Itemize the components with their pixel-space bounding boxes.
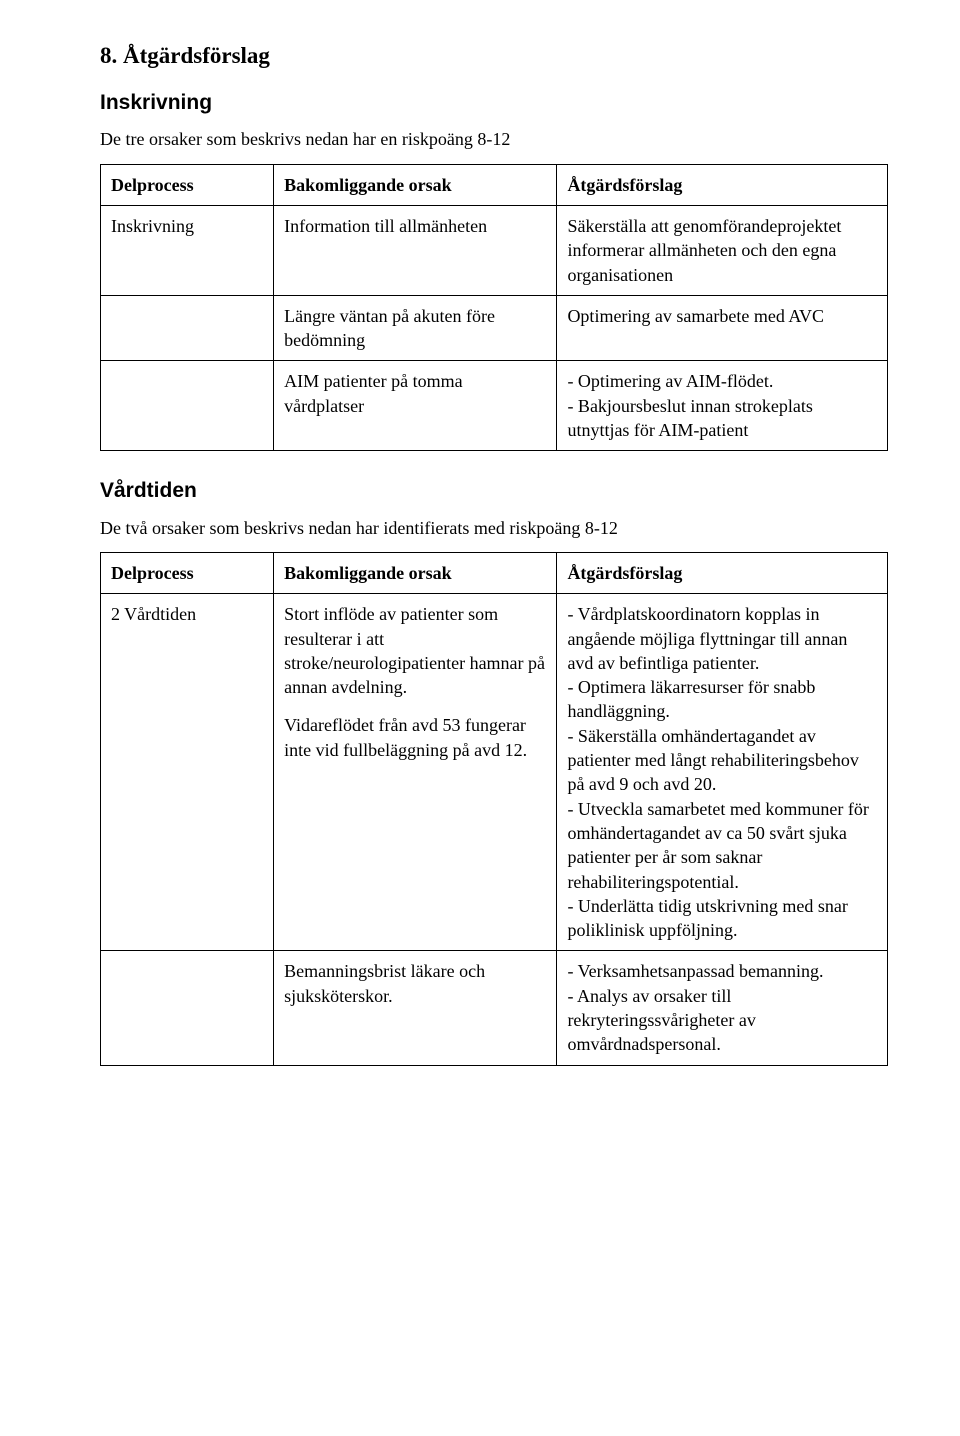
atgard-line: - Utveckla samarbetet med kommuner för o… [567,797,877,894]
col-header-delprocess: Delprocess [101,164,274,205]
col-header-atgard: Åtgärdsförslag [557,164,888,205]
table-header-row: Delprocess Bakomliggande orsak Åtgärdsfö… [101,553,888,594]
atgard-line: - Optimera läkarresurser för snabb handl… [567,675,877,724]
table-row: Längre väntan på akuten före bedömning O… [101,295,888,361]
cell-delprocess: 2 Vårdtiden [101,594,274,951]
cell-orsak: Bemanningsbrist läkare och sjukskötersko… [274,951,557,1065]
table-row: Inskrivning Information till allmänheten… [101,205,888,295]
col-header-delprocess: Delprocess [101,553,274,594]
col-header-orsak: Bakomliggande orsak [274,164,557,205]
cell-orsak: AIM patienter på tomma vårdplatser [274,361,557,451]
cell-atgard: - Optimering av AIM-flödet. - Bakjoursbe… [557,361,888,451]
inskrivning-intro: De tre orsaker som beskrivs nedan har en… [100,127,888,151]
cell-delprocess: Inskrivning [101,205,274,295]
table-row: AIM patienter på tomma vårdplatser - Opt… [101,361,888,451]
cell-atgard: - Vårdplatskoordinatorn kopplas in angåe… [557,594,888,951]
col-header-orsak: Bakomliggande orsak [274,553,557,594]
vardtiden-heading: Vårdtiden [100,477,888,505]
vardtiden-intro: De två orsaker som beskrivs nedan har id… [100,516,888,540]
cell-orsak: Information till allmänheten [274,205,557,295]
cell-atgard: - Verksamhetsanpassad bemanning. - Analy… [557,951,888,1065]
vardtiden-table: Delprocess Bakomliggande orsak Åtgärdsfö… [100,552,888,1066]
atgard-line: - Bakjoursbeslut innan strokeplats utnyt… [567,394,877,443]
atgard-line: - Vårdplatskoordinatorn kopplas in angåe… [567,602,877,675]
atgard-line: - Analys av orsaker till rekryteringssvå… [567,984,877,1057]
table-row: Bemanningsbrist läkare och sjukskötersko… [101,951,888,1065]
cell-delprocess [101,951,274,1065]
cell-orsak: Stort inflöde av patienter som resultera… [274,594,557,951]
section-heading: 8. Åtgärdsförslag [100,40,888,71]
cell-delprocess [101,295,274,361]
atgard-line: - Underlätta tidig utskrivning med snar … [567,894,877,943]
orsak-block: Stort inflöde av patienter som resultera… [284,602,546,699]
inskrivning-table: Delprocess Bakomliggande orsak Åtgärdsfö… [100,164,888,452]
table-row: 2 Vårdtiden Stort inflöde av patienter s… [101,594,888,951]
cell-atgard: Optimering av samarbete med AVC [557,295,888,361]
col-header-atgard: Åtgärdsförslag [557,553,888,594]
orsak-block: Vidareflödet från avd 53 fungerar inte v… [284,713,546,762]
cell-orsak: Längre väntan på akuten före bedömning [274,295,557,361]
atgard-line: - Optimering av AIM-flödet. [567,369,877,393]
cell-delprocess [101,361,274,451]
cell-atgard: Säkerställa att genomförandeprojektet in… [557,205,888,295]
atgard-line: - Säkerställa omhändertagandet av patien… [567,724,877,797]
table-header-row: Delprocess Bakomliggande orsak Åtgärdsfö… [101,164,888,205]
inskrivning-heading: Inskrivning [100,89,888,117]
atgard-line: - Verksamhetsanpassad bemanning. [567,959,877,983]
